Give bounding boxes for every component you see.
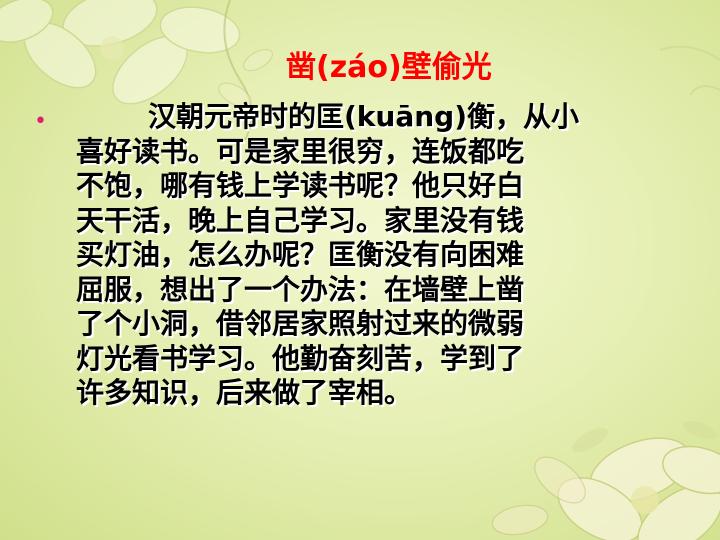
paragraph-line: 买灯油，怎么办呢？匡衡没有向困难 bbox=[76, 238, 525, 271]
paragraph-line: 屈服，想出了一个办法：在墙壁上凿 bbox=[76, 272, 525, 306]
page-title: 凿(záo)壁偷光 bbox=[286, 50, 492, 85]
story-paragraph: 汉朝元帝时的匡(kuāng)衡，从小 喜好读书。可是家里很穷，连饭都吃 不饱，哪… bbox=[76, 100, 676, 411]
paragraph-line: 灯光看书学习。他勤奋刻苦，学到了 bbox=[76, 341, 525, 375]
paragraph-line: 汉朝元帝时的匡(kuāng)衡，从小 bbox=[148, 100, 580, 133]
paragraph-line: 许多知识，后来做了宰相。 bbox=[76, 376, 413, 409]
paragraph-line: 天干活，晚上自己学习。家里没有钱 bbox=[76, 203, 525, 237]
paragraph-line: 不饱，哪有钱上学读书呢？他只好白 bbox=[76, 169, 525, 202]
bullet-marker: • bbox=[34, 109, 47, 134]
paragraph-line: 喜好读书。可是家里很穷，连饭都吃 bbox=[76, 134, 525, 168]
paragraph-line: 了个小洞，借邻居家照射过来的微弱 bbox=[76, 307, 525, 340]
